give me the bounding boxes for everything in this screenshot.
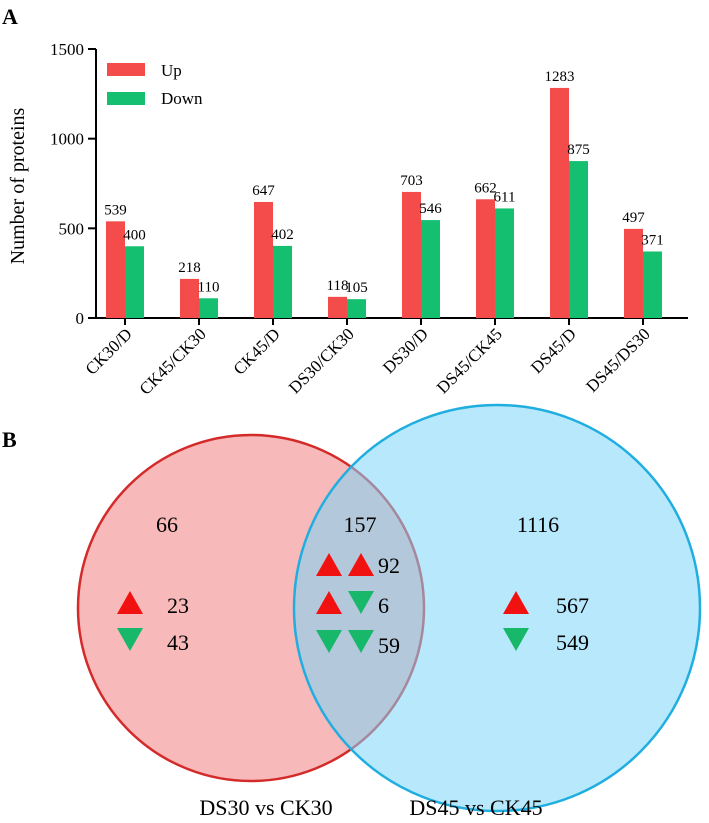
bar-data-label: 402 (271, 227, 294, 243)
venn-left-up-count: 23 (167, 593, 189, 618)
x-category-label: DS30/CK30 (285, 324, 358, 397)
x-category-label: CK45/CK30 (136, 324, 210, 398)
bar-data-label: 371 (641, 232, 664, 248)
bar-down (273, 245, 292, 318)
legend-label-up: Up (161, 61, 182, 80)
up-arrow-icon (117, 591, 143, 614)
down-arrow-icon (348, 591, 374, 614)
bar-down (569, 161, 588, 318)
x-axis-categories: CK30/D CK45/CK30 CK45/D DS30/CK30 DS30/D DS45… (82, 318, 654, 399)
bar-data-label: 539 (104, 202, 127, 218)
venn-left-only-total: 66 (156, 512, 178, 537)
y-tick-label: 1500 (50, 40, 84, 59)
bar-down (643, 251, 662, 318)
y-tick-label: 500 (59, 219, 85, 238)
bar-up (180, 278, 199, 318)
bar-data-label: 497 (622, 210, 645, 226)
legend-swatch-up (107, 63, 145, 76)
y-axis-label: Number of proteins (7, 107, 29, 264)
bar-up (550, 87, 569, 318)
bar-data-label: 118 (327, 278, 349, 294)
legend-label-down: Down (161, 89, 203, 108)
bar-down (421, 220, 440, 318)
bar-data-label: 218 (178, 260, 201, 276)
bar-up (624, 228, 643, 318)
bar-data-label: 875 (567, 142, 590, 158)
y-axis-ticks: 0 500 1000 1500 (50, 40, 96, 328)
down-arrow-icon (348, 630, 374, 653)
venn-intersection-total: 157 (344, 512, 377, 537)
venn-intersection-down-down: 59 (378, 633, 400, 658)
up-arrow-icon (348, 553, 374, 576)
bar-up (106, 221, 125, 318)
bar-up (476, 199, 495, 318)
x-category-label: DS45/CK45 (433, 324, 506, 397)
venn-intersection-up-down: 6 (378, 593, 389, 618)
down-arrow-icon (503, 628, 529, 651)
venn-right-down-count: 549 (556, 630, 589, 655)
bar-up (254, 201, 273, 318)
x-category-label: DS30/D (379, 324, 432, 377)
bar-down (347, 299, 366, 318)
venn-right-up-count: 567 (556, 593, 589, 618)
up-arrow-icon (316, 591, 342, 614)
up-arrow-icon (316, 553, 342, 576)
bar-data-label: 105 (345, 280, 368, 296)
bar-data-label: 546 (419, 201, 442, 217)
y-tick-label: 0 (76, 309, 85, 328)
down-arrow-icon (316, 630, 342, 653)
bar-down (125, 246, 144, 318)
legend-swatch-down (107, 92, 145, 105)
x-category-label: DS45/D (527, 324, 580, 377)
down-arrow-icon (117, 628, 143, 651)
x-category-label: CK45/D (230, 324, 284, 378)
y-tick-label: 1000 (50, 130, 84, 149)
bar-data-label: 400 (123, 227, 146, 243)
venn-left-down-count: 43 (167, 630, 189, 655)
up-arrow-icon (503, 591, 529, 614)
x-category-label: DS45/DS30 (582, 324, 654, 396)
legend: Up Down (107, 61, 203, 108)
bar-data-label: 703 (400, 173, 423, 189)
bar-data-label: 1283 (545, 69, 575, 85)
venn-intersection-up-up: 92 (378, 553, 400, 578)
bar-down (495, 208, 514, 318)
bar-chart: Number of proteins 0 500 1000 1500 539 400 21… (7, 40, 688, 399)
venn-left-set-label: DS30 vs CK30 (199, 795, 332, 818)
venn-circle-right (292, 403, 702, 813)
venn-right-only-total: 1116 (517, 512, 559, 537)
bar-data-label: 647 (252, 183, 275, 199)
bar-up (402, 191, 421, 318)
venn-right-set-label: DS45 vs CK45 (409, 795, 542, 818)
bar-data-label: 611 (494, 189, 516, 205)
bar-data-label: 110 (198, 279, 220, 295)
x-category-label: CK30/D (82, 324, 136, 378)
venn-diagram: 66 23 43 157 92 6 59 1116 567 549 DS30 v… (76, 403, 702, 820)
bar-up (328, 296, 347, 318)
panel-b-label: B (2, 427, 17, 452)
bar-down (199, 298, 218, 318)
panel-a-label: A (2, 4, 18, 29)
bar-data-label: 662 (474, 180, 497, 196)
